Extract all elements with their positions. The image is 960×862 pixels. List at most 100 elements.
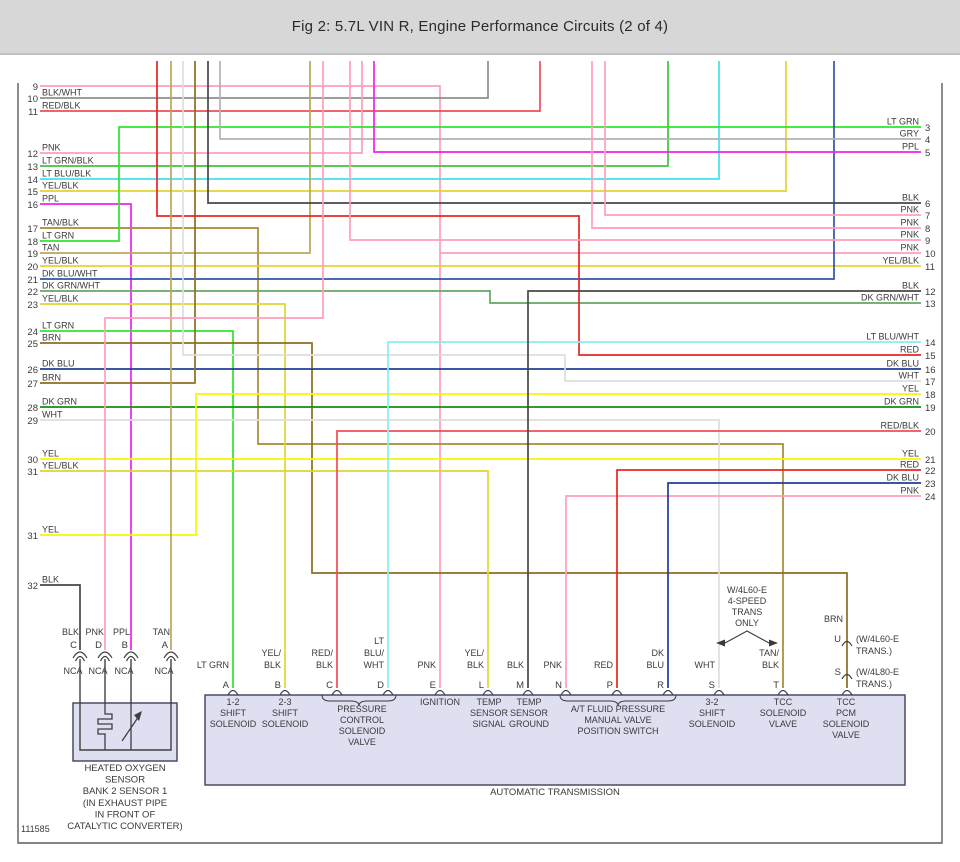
wire-pnk — [604, 61, 921, 216]
terminal-arc — [841, 689, 853, 696]
component-name-line: TCC — [837, 697, 856, 707]
o2-connector-arc — [125, 655, 137, 662]
left-pin-label: PPL — [42, 194, 59, 204]
right-pin-label: PNK — [900, 230, 919, 240]
right-pin-number: 13 — [925, 299, 936, 310]
terminal-wire-color: PNK — [543, 660, 562, 670]
nca-label: NCA — [88, 666, 107, 676]
wire-blk — [40, 584, 81, 650]
terminal-wire-color: TAN/ — [759, 648, 779, 658]
o2-connector-arc — [165, 655, 177, 662]
left-pin-label: YEL/BLK — [42, 181, 79, 191]
variable-resistor-icon — [121, 715, 140, 742]
right-pin-number: 5 — [925, 148, 930, 159]
terminal-arc — [611, 689, 623, 696]
tcc-terminal-letter: U — [834, 634, 841, 645]
right-pin-number: 22 — [925, 466, 936, 477]
left-pin-label: YEL/BLK — [42, 294, 79, 304]
component-name-line: SOLENOID — [262, 719, 309, 729]
left-pin-number: 23 — [27, 300, 38, 311]
left-pin-number: 16 — [27, 200, 38, 211]
wire-yel — [40, 393, 921, 536]
component-name-line: SHIFT — [220, 708, 247, 718]
right-pin-number: 15 — [925, 351, 936, 362]
wire-blk_wht — [40, 61, 489, 99]
wire-yel_blk — [40, 61, 787, 192]
terminal-letter: L — [479, 680, 484, 691]
left-pin-label: LT GRN — [42, 321, 74, 331]
left-pin-number: 15 — [27, 187, 38, 198]
component-name-line: IGNITION — [420, 697, 460, 707]
right-pin-label: RED — [900, 345, 920, 355]
right-pin-number: 14 — [925, 338, 936, 349]
nca-label: NCA — [154, 666, 173, 676]
left-pin-label: YEL/BLK — [42, 256, 79, 266]
trans-variant-note: (W/4L80-E — [856, 667, 899, 677]
diagram-frame — [17, 83, 943, 844]
left-pin-label: DK BLU — [42, 359, 75, 369]
component-name-line: SOLENOID — [210, 719, 257, 729]
left-pin-label: DK GRN — [42, 397, 77, 407]
transmission-caption: AUTOMATIC TRANSMISSION — [490, 787, 620, 798]
right-pin-label: RED/BLK — [880, 421, 919, 431]
right-pin-number: 12 — [925, 287, 936, 298]
terminal-wire-color: BLK — [762, 660, 779, 670]
component-name-line: VALVE — [348, 737, 376, 747]
left-pin-number: 30 — [27, 455, 38, 466]
terminal-wire-color: BLK — [467, 660, 484, 670]
o2-caption-line: CATALYTIC CONVERTER) — [67, 821, 182, 832]
terminal-wire-color: BLU — [646, 660, 664, 670]
left-pin-number: 31 — [27, 467, 38, 478]
right-pin-label: GRY — [900, 129, 919, 139]
right-pin-label: BLK — [902, 193, 919, 203]
right-pin-number: 23 — [925, 479, 936, 490]
wire-yel_blk — [40, 470, 489, 688]
terminal-wire-color: BLK — [507, 660, 524, 670]
component-name-line: 1-2 — [226, 697, 239, 707]
o2-wire-color-label: BLK — [62, 627, 79, 637]
transmission-box — [204, 694, 906, 786]
wire-red — [616, 469, 921, 688]
right-pin-number: 3 — [925, 123, 930, 134]
terminal-letter: E — [430, 680, 436, 691]
right-pin-label: PPL — [902, 142, 919, 152]
wire-brn — [40, 61, 196, 384]
component-brace — [559, 694, 677, 707]
left-pin-label: BRN — [42, 333, 61, 343]
left-pin-label: LT GRN/BLK — [42, 156, 94, 166]
component-name-line: SOLENOID — [689, 719, 736, 729]
right-pin-number: 16 — [925, 365, 936, 376]
terminal-arc — [777, 689, 789, 696]
right-pin-label: WHT — [899, 371, 920, 381]
left-pin-number: 18 — [27, 237, 38, 248]
left-arrowhead — [716, 639, 725, 647]
left-pin-number: 26 — [27, 365, 38, 376]
o2-caption-line: BANK 2 SENSOR 1 — [83, 786, 167, 797]
left-pin-number: 14 — [27, 175, 38, 186]
component-brace — [321, 694, 397, 707]
component-name-line: SENSOR — [470, 708, 509, 718]
trans-only-note-line: TRANS — [732, 607, 763, 617]
left-pin-number: 17 — [27, 224, 38, 235]
wire-ppl — [373, 61, 921, 153]
wire-pnk — [591, 61, 921, 229]
wire-brn — [40, 342, 848, 688]
tcc-terminal-arc — [841, 673, 853, 680]
right-pin-number: 24 — [925, 492, 936, 503]
terminal-wire-color: PNK — [417, 660, 436, 670]
wire-lt_grn_blk — [40, 61, 669, 167]
right-pin-number: 11 — [925, 262, 935, 273]
terminal-letter: R — [657, 680, 664, 691]
terminal-arc — [382, 689, 394, 696]
right-pin-label: LT BLU/WHT — [866, 332, 919, 342]
terminal-letter: P — [607, 680, 613, 691]
left-pin-label: BLK — [42, 575, 59, 585]
trans-only-note-line: W/4L60-E — [727, 585, 767, 595]
component-name-line: POSITION SWITCH — [578, 726, 659, 736]
component-name-line: PRESSURE — [337, 704, 387, 714]
right-pin-label: DK GRN — [884, 397, 919, 407]
terminal-arc — [279, 689, 291, 696]
terminal-wire-color: BLK — [316, 660, 333, 670]
wire-pnk — [349, 61, 921, 241]
right-arrowhead — [769, 639, 778, 647]
